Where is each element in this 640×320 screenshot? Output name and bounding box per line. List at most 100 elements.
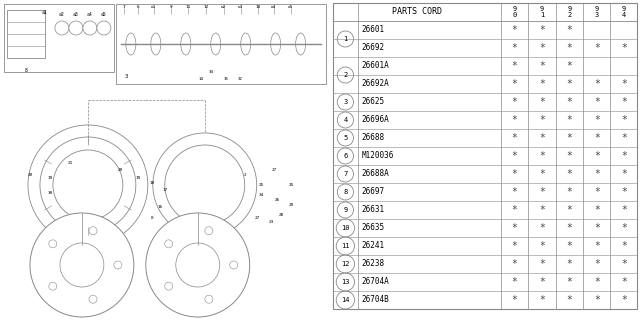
Text: M120036: M120036 <box>361 151 394 161</box>
Text: 32: 32 <box>238 77 243 81</box>
Text: *: * <box>539 259 545 269</box>
Text: *: * <box>594 133 600 143</box>
Text: 9: 9 <box>170 5 172 9</box>
Circle shape <box>205 295 213 303</box>
Circle shape <box>337 94 353 110</box>
Text: *: * <box>539 151 545 161</box>
Text: *: * <box>511 187 517 197</box>
Text: 7: 7 <box>122 5 125 9</box>
Text: *: * <box>621 259 627 269</box>
Text: 25: 25 <box>289 183 294 187</box>
Text: *: * <box>539 25 545 35</box>
Text: *: * <box>539 277 545 287</box>
Text: o5: o5 <box>288 5 293 9</box>
Circle shape <box>164 240 173 248</box>
Text: 8: 8 <box>343 189 348 195</box>
Text: *: * <box>566 25 572 35</box>
Text: 26692A: 26692A <box>361 79 389 89</box>
Circle shape <box>336 273 355 291</box>
Text: *: * <box>511 169 517 179</box>
Text: 12: 12 <box>203 5 209 9</box>
Circle shape <box>337 202 353 218</box>
Text: 7: 7 <box>343 171 348 177</box>
Text: *: * <box>539 79 545 89</box>
Circle shape <box>337 31 353 47</box>
Text: 9
1: 9 1 <box>540 6 544 18</box>
Text: 27: 27 <box>255 216 260 220</box>
Circle shape <box>40 137 136 233</box>
Text: *: * <box>621 133 627 143</box>
Circle shape <box>28 125 148 245</box>
Text: *: * <box>594 259 600 269</box>
Text: *: * <box>511 133 517 143</box>
Text: *: * <box>566 241 572 251</box>
Text: 26631: 26631 <box>361 205 384 214</box>
Text: 2: 2 <box>243 173 246 177</box>
Text: *: * <box>566 97 572 107</box>
Text: *: * <box>621 295 627 305</box>
Circle shape <box>336 255 355 273</box>
Text: a5: a5 <box>101 12 107 18</box>
Text: a1: a1 <box>42 11 48 15</box>
Text: *: * <box>511 223 517 233</box>
Text: *: * <box>566 79 572 89</box>
Text: *: * <box>566 43 572 53</box>
Text: 26: 26 <box>275 198 280 202</box>
Circle shape <box>83 21 97 35</box>
Text: 20: 20 <box>28 173 33 177</box>
Text: *: * <box>594 205 600 215</box>
Text: 10: 10 <box>341 225 349 231</box>
Circle shape <box>55 21 69 35</box>
Text: 27: 27 <box>272 168 277 172</box>
Ellipse shape <box>271 33 281 55</box>
Text: 29: 29 <box>289 203 294 207</box>
Text: *: * <box>539 61 545 71</box>
Text: 23: 23 <box>269 220 275 224</box>
Circle shape <box>337 67 353 83</box>
Ellipse shape <box>211 33 221 55</box>
Ellipse shape <box>126 33 136 55</box>
Text: *: * <box>539 295 545 305</box>
Text: 35: 35 <box>223 77 228 81</box>
Text: a2: a2 <box>59 12 65 18</box>
Text: 9: 9 <box>343 207 348 213</box>
Text: *: * <box>566 133 572 143</box>
Ellipse shape <box>296 33 306 55</box>
Text: *: * <box>621 277 627 287</box>
Text: *: * <box>511 79 517 89</box>
Text: *: * <box>511 115 517 125</box>
Text: 10: 10 <box>255 5 260 9</box>
Text: 9
4: 9 4 <box>621 6 626 18</box>
Circle shape <box>89 295 97 303</box>
Text: 21: 21 <box>67 161 72 165</box>
Circle shape <box>336 291 355 309</box>
Ellipse shape <box>180 33 191 55</box>
Text: 6: 6 <box>343 153 348 159</box>
Text: *: * <box>511 151 517 161</box>
Text: *: * <box>539 97 545 107</box>
Text: *: * <box>621 151 627 161</box>
Circle shape <box>337 112 353 128</box>
Text: *: * <box>621 43 627 53</box>
Ellipse shape <box>151 33 161 55</box>
Circle shape <box>337 148 353 164</box>
Text: 26601: 26601 <box>361 26 384 35</box>
Bar <box>7 10 45 58</box>
Text: *: * <box>511 61 517 71</box>
Circle shape <box>176 243 220 287</box>
Circle shape <box>89 227 97 235</box>
Text: 9
0: 9 0 <box>512 6 516 18</box>
Text: *: * <box>539 187 545 197</box>
Circle shape <box>337 166 353 182</box>
Circle shape <box>165 145 244 225</box>
Text: *: * <box>621 97 627 107</box>
Text: 13: 13 <box>341 279 349 285</box>
Circle shape <box>153 133 257 237</box>
Text: *: * <box>539 223 545 233</box>
Text: *: * <box>566 151 572 161</box>
Circle shape <box>164 282 173 290</box>
Text: 26238: 26238 <box>361 260 384 268</box>
Text: *: * <box>566 259 572 269</box>
Text: 26625: 26625 <box>361 98 384 107</box>
Text: *: * <box>594 151 600 161</box>
